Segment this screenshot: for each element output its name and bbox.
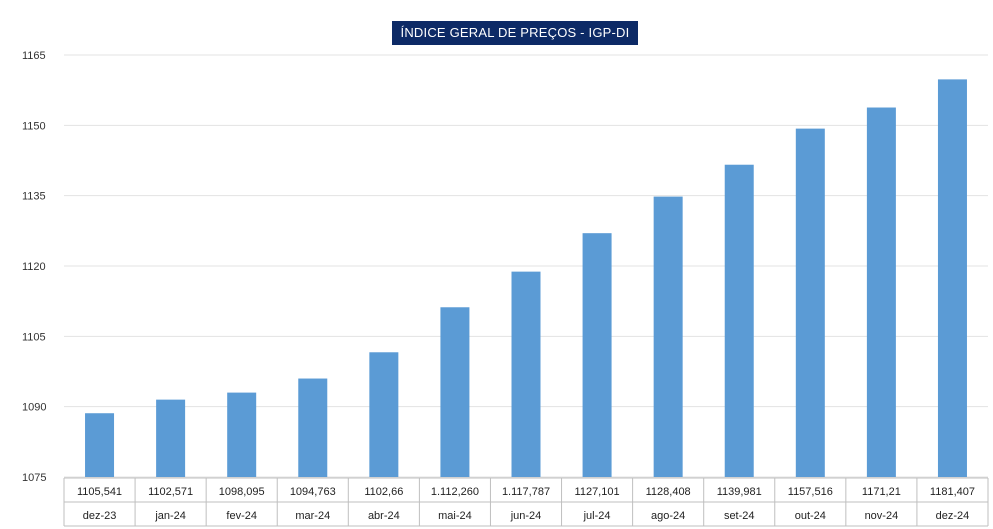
- x-tick-label: mar-24: [295, 510, 330, 522]
- bar: [440, 307, 470, 477]
- table-value: 1098,095: [219, 486, 265, 498]
- x-tick-label: fev-24: [226, 510, 257, 522]
- table-value: 1.112,260: [431, 486, 479, 498]
- x-tick-label: nov-24: [865, 510, 899, 522]
- bar: [937, 79, 967, 477]
- bar: [866, 107, 896, 477]
- bar: [85, 413, 115, 477]
- bar: [582, 233, 612, 477]
- table-value: 1102,66: [364, 486, 403, 498]
- x-tick-label: jul-24: [583, 510, 611, 522]
- chart-bars: [85, 79, 967, 478]
- bar: [227, 392, 257, 477]
- table-value: 1139,981: [717, 486, 762, 498]
- table-value: 1181,407: [930, 486, 975, 498]
- bar: [369, 352, 399, 477]
- data-table: 1105,541 dez-23 1102,571 jan-24 1098,095 fev-…: [63, 477, 989, 527]
- chart-title-text: ÍNDICE GERAL DE PREÇOS - IGP-DI: [400, 25, 630, 40]
- table-value: 1.117,787: [502, 486, 550, 498]
- y-tick-label: 1165: [22, 50, 46, 62]
- x-tick-label: mai-24: [438, 510, 472, 522]
- x-tick-label: jun-24: [510, 510, 542, 522]
- table-value: 1157,516: [788, 486, 833, 498]
- y-tick-label: 1150: [22, 120, 46, 132]
- x-tick-label: abr-24: [368, 510, 400, 522]
- table-value: 1171,21: [862, 486, 901, 498]
- table-value: 1128,408: [646, 486, 691, 498]
- y-tick-label: 1075: [22, 472, 46, 484]
- y-tick-label: 1105: [22, 331, 46, 343]
- bar: [653, 196, 683, 478]
- bar: [511, 271, 541, 477]
- table-value: 1105,541: [77, 486, 122, 498]
- chart-title: ÍNDICE GERAL DE PREÇOS - IGP-DI: [392, 21, 638, 45]
- bar: [156, 399, 186, 477]
- x-tick-label: out-24: [795, 510, 826, 522]
- bar: [724, 164, 754, 477]
- bar: [795, 128, 825, 478]
- x-tick-label: jan-24: [154, 510, 186, 522]
- y-tick-label: 1090: [22, 402, 46, 414]
- table-value: 1102,571: [148, 486, 193, 498]
- x-tick-label: set-24: [724, 510, 755, 522]
- y-tick-label: 1120: [22, 261, 46, 273]
- x-tick-label: dez-23: [83, 510, 117, 522]
- y-tick-label: 1135: [22, 191, 46, 203]
- x-tick-label: dez-24: [936, 510, 970, 522]
- bar: [298, 378, 328, 477]
- table-value: 1094,763: [290, 486, 336, 498]
- x-tick-label: ago-24: [651, 510, 685, 522]
- table-value: 1127,101: [575, 486, 620, 498]
- y-axis-ticks: 1075 1090 1105 1120 1135 1150 1165: [22, 50, 46, 484]
